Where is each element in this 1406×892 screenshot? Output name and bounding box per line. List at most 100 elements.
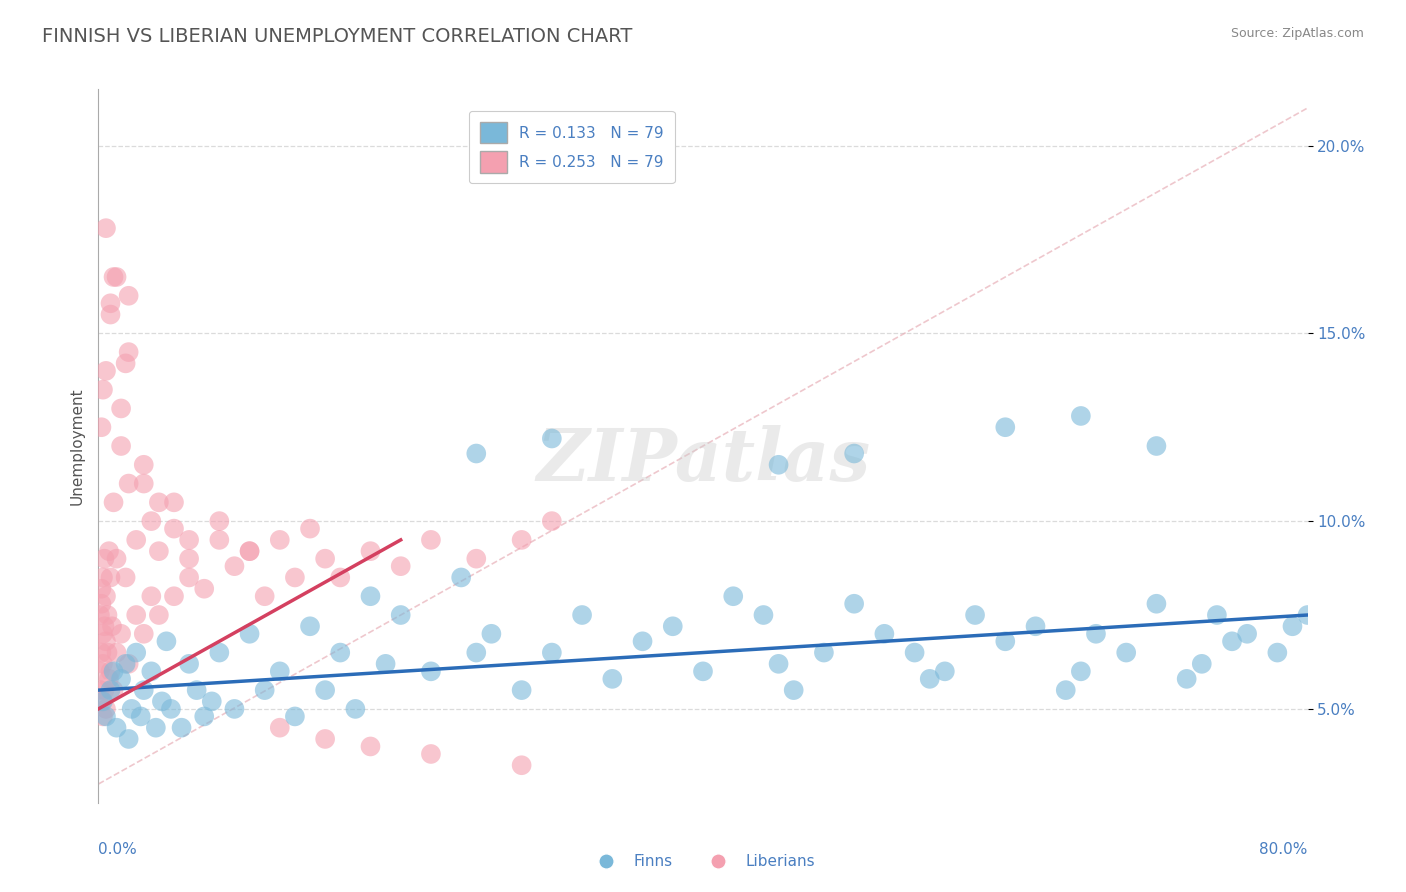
Point bbox=[239, 544, 262, 558]
Point bbox=[389, 559, 412, 574]
Point bbox=[284, 570, 307, 584]
Point bbox=[965, 607, 987, 622]
Point bbox=[103, 683, 125, 698]
Point bbox=[465, 646, 488, 660]
Point bbox=[374, 657, 396, 671]
Point bbox=[93, 551, 115, 566]
Point bbox=[510, 683, 533, 698]
Point bbox=[1220, 634, 1243, 648]
Point bbox=[631, 634, 654, 648]
Point bbox=[1024, 619, 1046, 633]
Point bbox=[844, 446, 866, 460]
Point bbox=[752, 607, 775, 622]
Point bbox=[118, 731, 141, 746]
Point bbox=[90, 694, 112, 708]
Legend: R = 0.133   N = 79, R = 0.253   N = 79: R = 0.133 N = 79, R = 0.253 N = 79 bbox=[468, 112, 675, 184]
Point bbox=[994, 634, 1017, 648]
Point bbox=[103, 495, 125, 509]
Point bbox=[344, 702, 367, 716]
Point bbox=[1070, 409, 1092, 423]
Point bbox=[91, 383, 114, 397]
Point bbox=[540, 514, 562, 528]
Point bbox=[208, 514, 231, 528]
Point bbox=[768, 458, 790, 472]
Point bbox=[105, 270, 128, 285]
Point bbox=[723, 589, 745, 603]
Point bbox=[1175, 672, 1198, 686]
Point bbox=[1070, 665, 1092, 679]
Point bbox=[91, 694, 114, 708]
Point bbox=[540, 432, 562, 446]
Point bbox=[661, 619, 683, 633]
Point bbox=[170, 721, 193, 735]
Point bbox=[121, 702, 143, 716]
Point bbox=[1146, 439, 1168, 453]
Point bbox=[208, 533, 231, 547]
Point bbox=[114, 356, 136, 370]
Legend: Finns, Liberians: Finns, Liberians bbox=[585, 848, 821, 875]
Point bbox=[481, 627, 503, 641]
Point bbox=[94, 221, 117, 235]
Point bbox=[1146, 597, 1168, 611]
Point bbox=[465, 446, 488, 460]
Point bbox=[510, 533, 533, 547]
Point bbox=[91, 570, 114, 584]
Point bbox=[163, 522, 186, 536]
Point bbox=[314, 731, 336, 746]
Point bbox=[813, 646, 835, 660]
Point bbox=[360, 739, 382, 754]
Point bbox=[98, 672, 121, 686]
Point bbox=[141, 514, 163, 528]
Point bbox=[132, 458, 155, 472]
Point bbox=[93, 619, 115, 633]
Point bbox=[163, 495, 186, 509]
Point bbox=[179, 551, 201, 566]
Point bbox=[314, 551, 336, 566]
Point bbox=[934, 665, 956, 679]
Point bbox=[105, 721, 128, 735]
Point bbox=[110, 439, 132, 453]
Text: FINNISH VS LIBERIAN UNEMPLOYMENT CORRELATION CHART: FINNISH VS LIBERIAN UNEMPLOYMENT CORRELA… bbox=[42, 27, 633, 45]
Point bbox=[96, 607, 118, 622]
Point bbox=[360, 589, 382, 603]
Point bbox=[100, 296, 122, 310]
Point bbox=[314, 683, 336, 698]
Point bbox=[450, 570, 472, 584]
Point bbox=[91, 627, 114, 641]
Point bbox=[110, 672, 132, 686]
Point bbox=[873, 627, 896, 641]
Point bbox=[692, 665, 714, 679]
Point bbox=[145, 721, 167, 735]
Point bbox=[90, 420, 112, 434]
Point bbox=[148, 607, 170, 622]
Point bbox=[1267, 646, 1289, 660]
Point bbox=[269, 533, 291, 547]
Point bbox=[110, 401, 132, 416]
Point bbox=[540, 646, 562, 660]
Point bbox=[602, 672, 624, 686]
Point bbox=[100, 665, 122, 679]
Point bbox=[844, 597, 866, 611]
Point bbox=[118, 345, 141, 359]
Point bbox=[94, 709, 117, 723]
Point bbox=[1236, 627, 1258, 641]
Point bbox=[91, 657, 114, 671]
Point bbox=[90, 597, 112, 611]
Point bbox=[299, 522, 322, 536]
Point bbox=[1296, 607, 1319, 622]
Point bbox=[1281, 619, 1303, 633]
Point bbox=[105, 646, 128, 660]
Point bbox=[148, 544, 170, 558]
Point bbox=[160, 702, 183, 716]
Point bbox=[179, 570, 201, 584]
Point bbox=[114, 657, 136, 671]
Point bbox=[420, 747, 443, 761]
Point bbox=[100, 570, 122, 584]
Point bbox=[420, 665, 443, 679]
Point bbox=[465, 551, 488, 566]
Point bbox=[105, 551, 128, 566]
Point bbox=[193, 709, 215, 723]
Point bbox=[94, 634, 117, 648]
Point bbox=[125, 646, 148, 660]
Point bbox=[193, 582, 215, 596]
